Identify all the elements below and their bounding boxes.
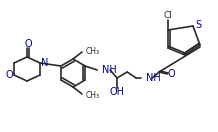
- Text: O: O: [24, 39, 32, 49]
- Text: Cl: Cl: [164, 11, 172, 20]
- Text: CH₃: CH₃: [86, 91, 100, 100]
- Text: N: N: [41, 58, 49, 68]
- Text: CH₃: CH₃: [86, 46, 100, 55]
- Text: O: O: [5, 70, 13, 80]
- Text: NH: NH: [146, 73, 161, 83]
- Text: OH: OH: [110, 87, 125, 97]
- Text: S: S: [195, 20, 201, 30]
- Text: NH: NH: [102, 65, 117, 75]
- Text: O: O: [167, 69, 175, 79]
